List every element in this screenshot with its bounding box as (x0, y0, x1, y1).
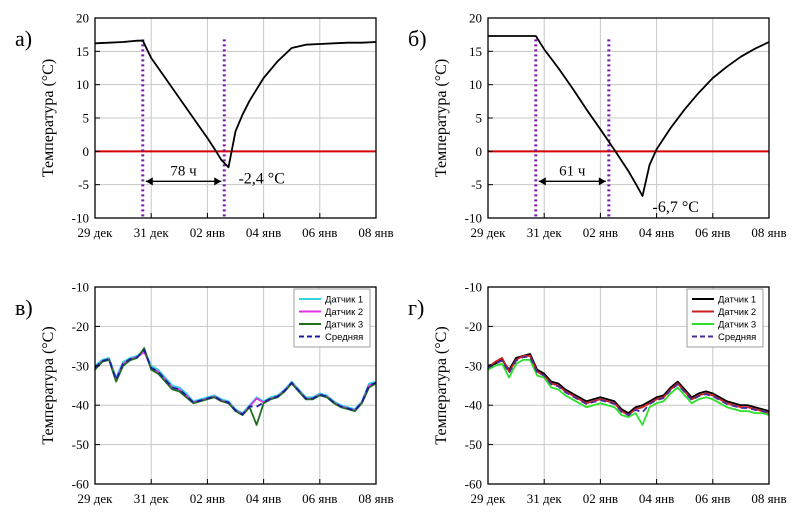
y-tick-label: -60 (72, 477, 89, 492)
y-tick-label: -30 (72, 358, 89, 373)
y-tick-label: -50 (72, 437, 89, 452)
plot-frame (487, 286, 770, 485)
plot-frame (94, 286, 377, 485)
y-axis-label: Температура (°C) (40, 59, 57, 177)
series-line-3 (487, 359, 770, 426)
y-tick-label: -40 (465, 398, 482, 413)
y-axis-label: Температура (°C) (40, 326, 57, 444)
x-tick-label: 04 янв (246, 225, 281, 240)
y-tick-label: -10 (72, 211, 89, 226)
arrow-head-right (598, 177, 606, 186)
y-tick-label: 15 (76, 44, 89, 59)
x-tick-label: 02 янв (190, 491, 225, 506)
arrow-head-right (214, 177, 222, 186)
y-tick-label: 0 (83, 144, 90, 159)
x-tick-label: 06 янв (695, 491, 730, 506)
y-tick-label: 15 (469, 44, 482, 59)
legend-label: Датчик 2 (325, 307, 363, 318)
panel-label: а) (15, 26, 32, 51)
y-tick-label: -50 (465, 437, 482, 452)
panel-label: г) (408, 295, 424, 320)
series-line-1 (488, 35, 770, 197)
x-tick-label: 06 янв (302, 225, 337, 240)
series-line-4 (487, 355, 770, 416)
x-tick-label: 29 дек (78, 491, 114, 506)
duration-label: 78 ч (170, 163, 197, 179)
x-tick-label: 29 дек (78, 225, 114, 240)
y-tick-label: -20 (72, 319, 89, 334)
y-tick-label: 20 (76, 11, 89, 26)
x-tick-label: 08 янв (751, 491, 786, 506)
x-tick-label: 06 янв (302, 491, 337, 506)
panel-label: в) (15, 295, 33, 320)
legend-label: Средняя (718, 332, 756, 343)
x-tick-label: 02 янв (583, 225, 618, 240)
y-tick-label: 5 (83, 111, 90, 126)
arrow-head-left (538, 177, 546, 186)
panel-v: -60 -50 -40 -30 -20 -10 29 дек 31 дек 02 янв 04 я… (15, 280, 394, 507)
panel-g: -60 -50 -40 -30 -20 -10 29 дек 31 дек 02 янв 04 я… (408, 280, 787, 507)
y-tick-label: -10 (465, 280, 482, 295)
legend-label: Датчик 3 (718, 320, 756, 331)
x-tick-label: 08 янв (358, 491, 393, 506)
duration-label: 61 ч (559, 163, 586, 179)
y-tick-label: -10 (465, 211, 482, 226)
y-tick-label: -40 (72, 398, 89, 413)
min-temp-label: -2,4 °C (238, 170, 284, 187)
panel-a: 78 ч -2,4 °C -10 -5 0 5 10 15 20 29 дек 31 дек 02 я… (15, 11, 394, 241)
x-tick-label: 06 янв (695, 225, 730, 240)
legend-label: Датчик 2 (718, 307, 756, 318)
x-tick-label: 31 дек (134, 491, 170, 506)
x-tick-label: 02 янв (190, 225, 225, 240)
y-tick-label: 10 (469, 77, 482, 92)
panel-b: 61 ч -6,7 °C -10 -5 0 5 10 15 20 29 дек 31 дек 02 я… (408, 11, 787, 241)
y-tick-label: -5 (471, 177, 482, 192)
series-line-4 (94, 349, 377, 416)
x-tick-label: 02 янв (583, 491, 618, 506)
legend-label: Датчик 3 (325, 320, 363, 331)
y-tick-label: -10 (72, 280, 89, 295)
y-tick-label: -30 (465, 358, 482, 373)
x-tick-label: 04 янв (246, 491, 281, 506)
x-tick-label: 31 дек (527, 491, 563, 506)
series-line-3 (94, 347, 377, 426)
x-tick-label: 29 дек (471, 491, 507, 506)
legend-label: Датчик 1 (325, 295, 363, 306)
legend-label: Средняя (325, 332, 363, 343)
y-tick-label: -20 (465, 319, 482, 334)
y-tick-label: 5 (476, 111, 483, 126)
x-tick-label: 31 дек (527, 225, 563, 240)
series-line-1 (94, 39, 377, 169)
arrow-head-left (145, 177, 153, 186)
legend-label: Датчик 1 (718, 295, 756, 306)
x-tick-label: 08 янв (751, 225, 786, 240)
y-tick-label: -60 (465, 477, 482, 492)
panel-label: б) (408, 26, 427, 51)
y-axis-label: Температура (°C) (433, 59, 450, 177)
x-tick-label: 04 янв (639, 491, 674, 506)
y-tick-label: -5 (78, 177, 89, 192)
y-tick-label: 10 (76, 77, 89, 92)
min-temp-label: -6,7 °C (653, 199, 699, 216)
x-tick-label: 29 дек (471, 225, 507, 240)
x-tick-label: 04 янв (639, 225, 674, 240)
y-tick-label: 20 (469, 11, 482, 26)
x-tick-label: 08 янв (358, 225, 393, 240)
y-axis-label: Температура (°C) (433, 326, 450, 444)
y-tick-label: 0 (476, 144, 483, 159)
x-tick-label: 31 дек (134, 225, 170, 240)
